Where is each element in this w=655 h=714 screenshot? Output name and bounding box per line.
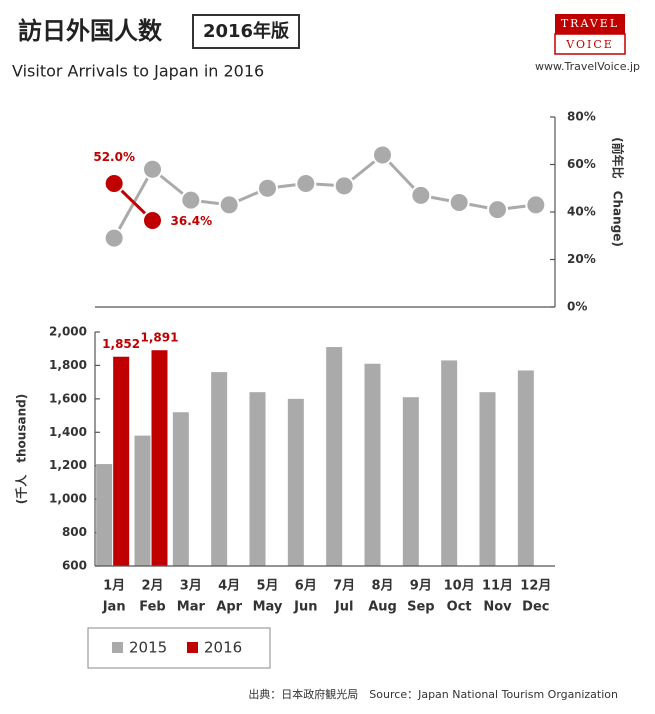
bar	[172, 412, 189, 566]
bar	[96, 464, 113, 566]
x-tick-label: 11月	[482, 579, 513, 594]
bar	[441, 360, 458, 566]
x-tick-label: 9月	[410, 579, 432, 594]
x-tick-label: 12月	[520, 579, 551, 594]
data-label: 52.0%	[93, 150, 135, 164]
logo-top-box	[555, 14, 625, 34]
bar	[151, 350, 168, 566]
source: 出典：日本政府観光局 Source：Japan National Tourism…	[248, 687, 618, 701]
y-tick-label: 600	[62, 559, 87, 573]
marker	[333, 175, 355, 197]
x-tick-label-en: Jul	[334, 600, 354, 615]
y-tick-label: 1,800	[49, 358, 87, 372]
x-tick-label: 10月	[444, 579, 475, 594]
legend-swatch	[187, 642, 198, 653]
marker	[487, 199, 508, 221]
x-tick-label: 4月	[218, 579, 240, 594]
marker	[410, 184, 432, 206]
x-tick-label: 3月	[180, 579, 202, 594]
marker	[180, 189, 202, 211]
x-tick-label: 1月	[103, 579, 125, 594]
bar	[402, 397, 419, 566]
bar	[211, 372, 228, 566]
legend-label: 2016	[204, 639, 242, 657]
x-tick-label: 2月	[141, 579, 163, 594]
y-tick-label: 800	[62, 525, 87, 539]
bar	[326, 347, 343, 566]
url: www.TravelVoice.jp	[535, 60, 640, 73]
bar	[479, 392, 496, 566]
y2-tick-label: 20%	[567, 252, 596, 266]
y-tick-label: 1,400	[49, 425, 87, 439]
bar	[249, 392, 266, 566]
y2-tick-label: 40%	[567, 205, 596, 219]
data-label: 1,852	[102, 337, 140, 351]
x-tick-label-en: Feb	[139, 600, 165, 615]
x-tick-label: 7月	[333, 579, 355, 594]
x-tick-label-en: Sep	[407, 600, 435, 615]
bar	[517, 370, 534, 566]
badge-box	[192, 14, 300, 49]
y-tick-label: 1,000	[49, 492, 87, 506]
marker	[103, 227, 125, 249]
x-tick-label-en: Dec	[522, 600, 549, 615]
marker	[218, 194, 240, 216]
logo-bottom: VOICE	[565, 38, 614, 51]
x-tick-label-en: Jan	[102, 600, 126, 615]
logo-bottom-box	[554, 33, 626, 55]
x-tick-label-en: Aug	[368, 600, 397, 615]
marker	[103, 173, 125, 194]
marker	[142, 210, 163, 232]
data-label: 1,891	[141, 331, 179, 345]
bar	[287, 398, 304, 566]
logo-top: TRAVEL	[561, 17, 619, 30]
y-axis-label: (千人 thousand)	[14, 394, 29, 504]
y2-tick-label: 80%	[567, 110, 596, 124]
y2-axis-label: (前年比 Change)	[611, 137, 626, 247]
x-tick-label: 8月	[371, 579, 393, 594]
marker	[295, 173, 317, 194]
x-tick-label-en: Mar	[177, 600, 206, 615]
badge: 2016年版	[203, 20, 289, 42]
bar	[134, 435, 151, 566]
x-tick-label-en: May	[253, 600, 283, 615]
x-tick-label: 6月	[295, 579, 317, 594]
marker	[448, 192, 470, 213]
subtitle: Visitor Arrivals to Japan in 2016	[12, 62, 264, 81]
y-tick-label: 1,200	[49, 458, 87, 472]
x-tick-label: 5月	[256, 579, 278, 594]
y-tick-label: 2,000	[49, 325, 87, 339]
marker	[142, 158, 163, 180]
legend-label: 2015	[129, 639, 167, 657]
x-tick-label-en: Apr	[216, 600, 242, 615]
legend-swatch	[112, 642, 123, 653]
marker	[525, 194, 547, 216]
x-tick-label-en: Jun	[293, 600, 317, 615]
y-tick-label: 1,600	[49, 391, 87, 405]
marker	[372, 144, 393, 166]
y2-tick-label: 60%	[567, 157, 596, 171]
marker	[257, 177, 278, 199]
page-title: 訪日外国人数	[18, 17, 163, 45]
x-tick-label-en: Nov	[483, 600, 512, 615]
data-label: 36.4%	[171, 214, 213, 228]
bar	[364, 363, 381, 566]
bar	[113, 356, 130, 566]
x-tick-label-en: Oct	[447, 600, 472, 615]
y2-tick-label: 0%	[567, 300, 587, 314]
